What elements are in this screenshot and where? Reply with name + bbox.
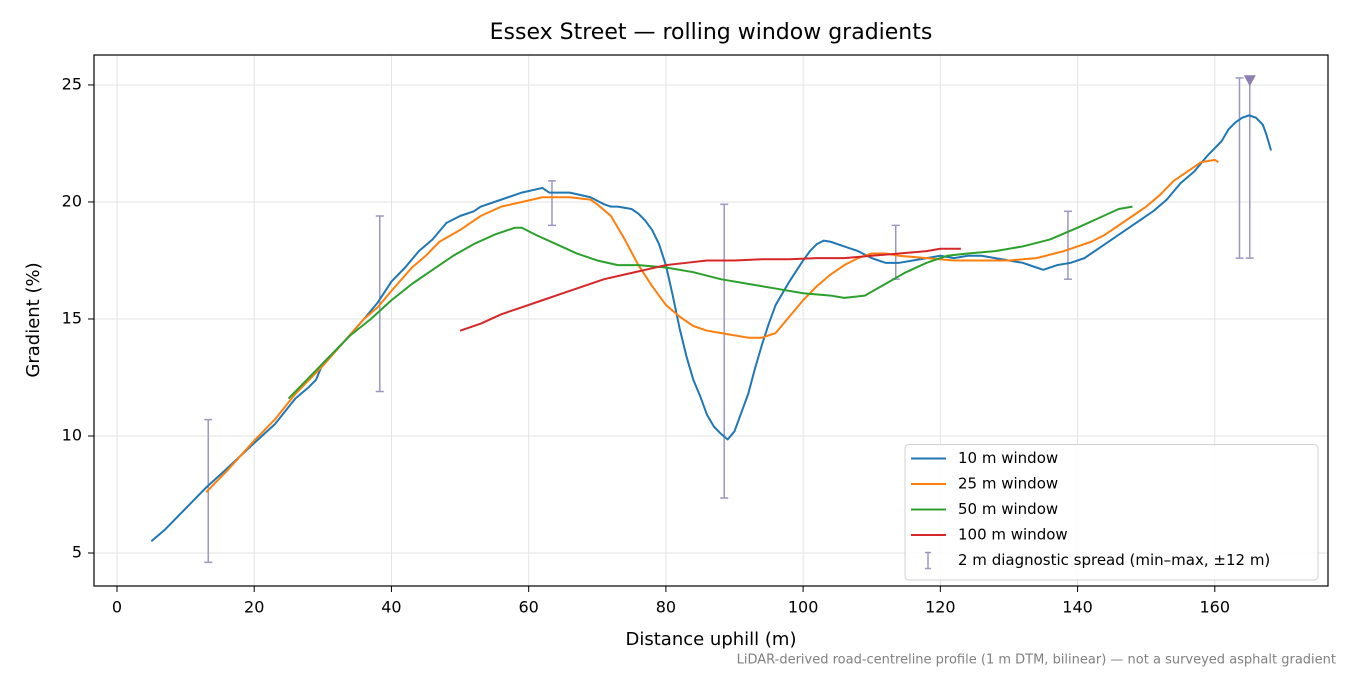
x-tick-label: 120 — [925, 598, 956, 617]
error-bar — [1235, 77, 1244, 259]
x-tick-label: 0 — [112, 598, 122, 617]
x-tick-label: 20 — [244, 598, 264, 617]
x-tick-label: 140 — [1062, 598, 1093, 617]
legend-label: 25 m window — [958, 475, 1058, 493]
error-bar — [720, 203, 729, 499]
series-line — [287, 205, 1133, 400]
peak-marker — [1243, 75, 1256, 87]
x-tick-label: 40 — [381, 598, 401, 617]
y-tick-label: 20 — [62, 191, 82, 210]
legend-box — [904, 444, 1319, 581]
legend-label: 50 m window — [958, 500, 1058, 518]
legend-label: 100 m window — [958, 526, 1068, 544]
legend-label: 10 m window — [958, 449, 1058, 467]
error-bar — [1063, 210, 1072, 280]
plot-frame — [93, 54, 1329, 587]
error-bar — [891, 224, 900, 280]
chart-title: Essex Street — rolling window gradients — [490, 20, 933, 45]
y-axis-label: Gradient (%) — [23, 262, 44, 377]
error-bar — [1245, 77, 1254, 259]
series-line — [150, 114, 1273, 543]
series-line — [459, 247, 961, 332]
error-bar — [547, 180, 556, 227]
x-tick-label: 60 — [518, 598, 538, 617]
y-tick-label: 25 — [62, 74, 82, 93]
series-line — [205, 158, 1219, 493]
footnote: LiDAR-derived road-centreline profile (1… — [737, 653, 1336, 668]
x-tick-label: 80 — [656, 598, 676, 617]
y-tick-label: 10 — [62, 425, 82, 444]
x-axis-label: Distance uphill (m) — [626, 629, 797, 650]
y-tick-label: 5 — [72, 543, 82, 562]
legend-label: 2 m diagnostic spread (min–max, ±12 m) — [958, 551, 1270, 569]
y-tick-label: 15 — [62, 308, 82, 327]
x-tick-label: 160 — [1200, 598, 1231, 617]
x-tick-label: 100 — [788, 598, 819, 617]
